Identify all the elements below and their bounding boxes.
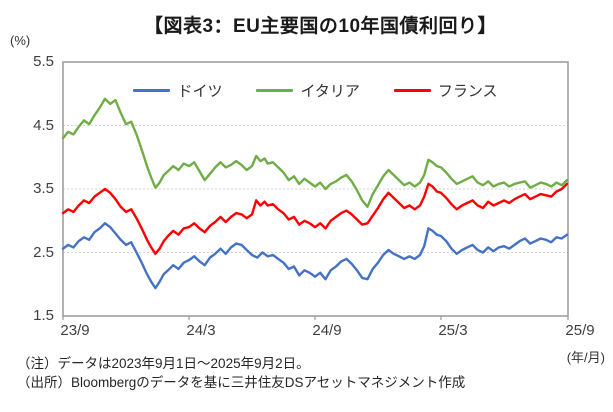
footnotes: （注）データは2023年9月1日～2025年9月2日。 （出所）Bloomber… bbox=[17, 354, 465, 392]
legend-item-1: イタリア bbox=[256, 80, 360, 101]
legend-item-2: フランス bbox=[393, 80, 498, 101]
chart-title: 【図表3：EU主要国の10年国債利回り】 bbox=[143, 16, 498, 37]
legend: ドイツ イタリア フランス bbox=[63, 80, 568, 100]
note-source: （出所）Bloombergのデータを基に三井住友DSアセットマネジメント作成 bbox=[17, 375, 466, 390]
legend-line-icon bbox=[256, 88, 294, 92]
y-axis-tick-label: 3.5 bbox=[33, 180, 54, 197]
y-axis-tick-label: 5.5 bbox=[33, 53, 54, 70]
series-line-1 bbox=[61, 97, 569, 209]
x-axis-unit-label: (年/月) bbox=[566, 350, 605, 365]
x-axis-tick-label: 25/9 bbox=[565, 322, 595, 339]
legend-item-0: ドイツ bbox=[133, 80, 222, 101]
legend-line-icon bbox=[393, 88, 431, 92]
x-axis-tick-label: 25/3 bbox=[438, 322, 468, 339]
series-line-0 bbox=[61, 222, 569, 290]
x-axis-tick-label: 24/9 bbox=[312, 322, 342, 339]
y-axis-tick-label: 1.5 bbox=[33, 307, 54, 324]
series-line-2 bbox=[61, 182, 569, 256]
legend-label: イタリア bbox=[300, 82, 360, 100]
note-data-range: （注）データは2023年9月1日～2025年9月2日。 bbox=[17, 356, 310, 371]
x-axis-labels: 23/9 24/3 24/9 25/3 25/9 bbox=[0, 322, 613, 342]
y-axis-tick-label: 2.5 bbox=[33, 243, 54, 261]
legend-line-icon bbox=[133, 88, 171, 92]
y-axis-tick-label: 4.5 bbox=[33, 116, 54, 134]
y-axis-unit-label: (%) bbox=[10, 33, 31, 48]
y-axis-labels: 5.5 4.5 3.5 2.5 1.5 bbox=[0, 0, 54, 412]
legend-label: ドイツ bbox=[177, 82, 223, 100]
x-axis-tick-label: 24/3 bbox=[186, 322, 216, 339]
x-axis-tick-label: 23/9 bbox=[60, 322, 90, 339]
legend-label: フランス bbox=[437, 82, 498, 100]
